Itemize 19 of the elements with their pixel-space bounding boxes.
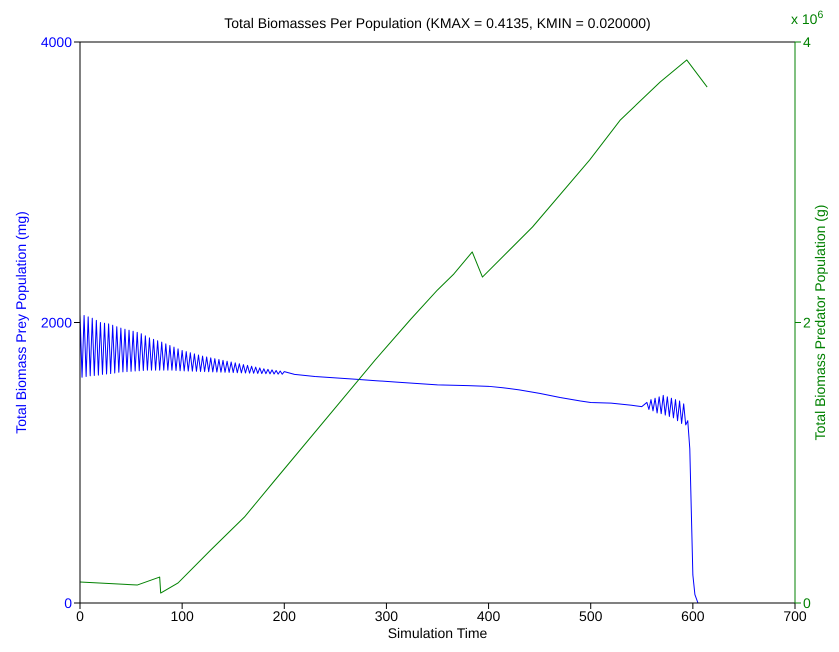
y2-tick-label: 2 bbox=[803, 314, 811, 330]
x-tick-label: 400 bbox=[476, 608, 500, 624]
x-tick-label: 0 bbox=[76, 608, 84, 624]
line-series bbox=[80, 59, 708, 594]
x-tick-label: 200 bbox=[272, 608, 296, 624]
y-axis-title: Total Biomass Prey Population (mg) bbox=[13, 211, 29, 434]
x-tick-label: 100 bbox=[170, 608, 194, 624]
y-tick-label: 2000 bbox=[40, 314, 72, 330]
x-axis-title: Simulation Time bbox=[388, 625, 488, 641]
y2-axis-title: Total Biomass Predator Population (g) bbox=[812, 204, 828, 440]
x-tick-label: 600 bbox=[681, 608, 705, 624]
x-tick-label: 300 bbox=[374, 608, 398, 624]
y2-tick-label: 4 bbox=[803, 34, 811, 50]
chart-title: Total Biomasses Per Population (KMAX = 0.4135, KMIN = 0.020000) bbox=[224, 15, 651, 31]
y-tick-label: 4000 bbox=[40, 34, 72, 50]
line-series bbox=[80, 314, 698, 603]
x-tick-label: 500 bbox=[579, 608, 603, 624]
y-tick-label: 0 bbox=[64, 594, 72, 611]
text: x 10$^{6}$ bbox=[791, 9, 824, 27]
